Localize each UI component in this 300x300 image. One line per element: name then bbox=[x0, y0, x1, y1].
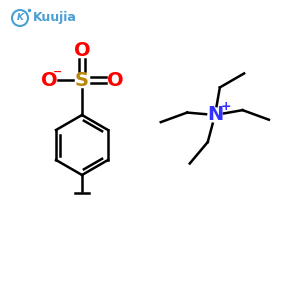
Text: −: − bbox=[53, 67, 63, 77]
Text: O: O bbox=[74, 40, 90, 59]
Text: Kuujia: Kuujia bbox=[33, 11, 77, 25]
Text: N: N bbox=[207, 106, 223, 124]
Text: S: S bbox=[75, 70, 89, 89]
Text: O: O bbox=[107, 70, 123, 89]
Text: K: K bbox=[16, 14, 23, 22]
Text: O: O bbox=[41, 70, 57, 89]
Text: +: + bbox=[221, 100, 231, 112]
